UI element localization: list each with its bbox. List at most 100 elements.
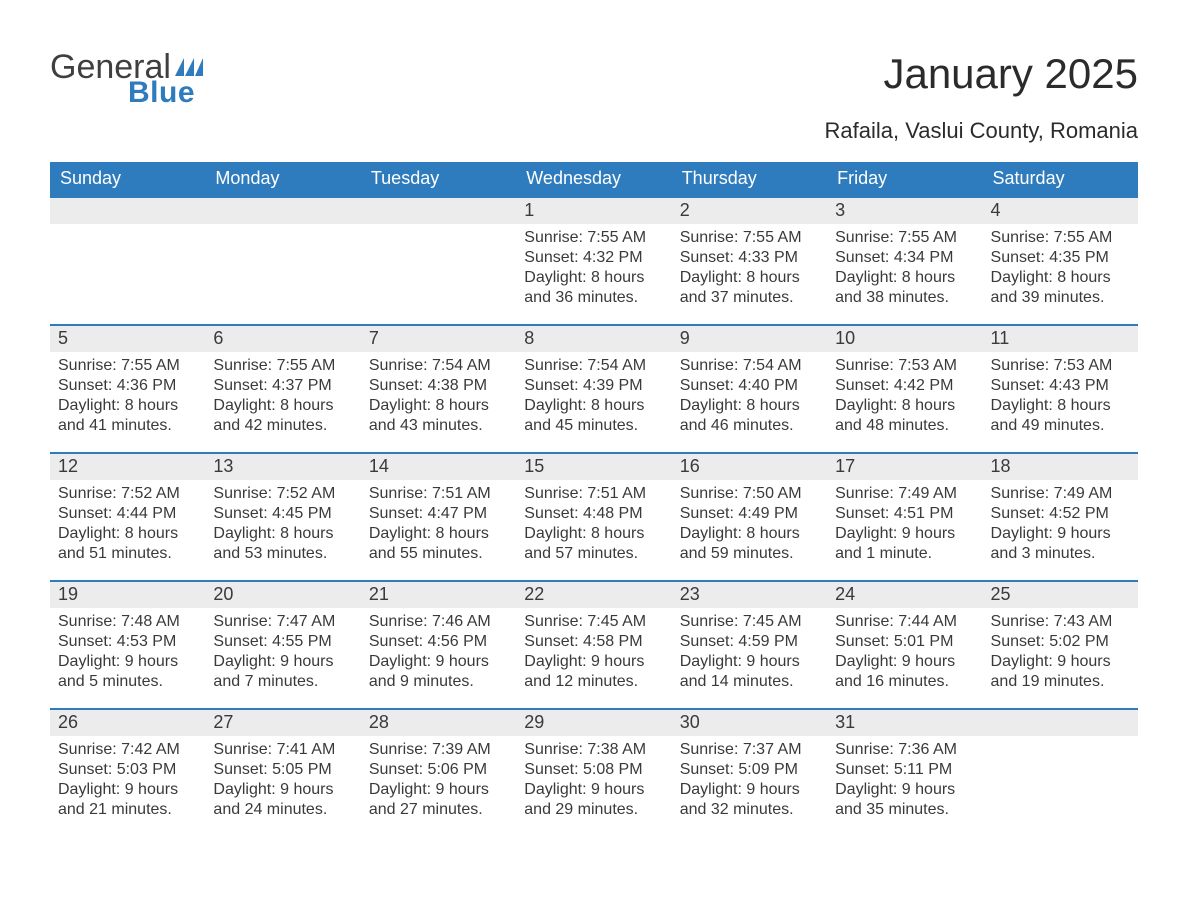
sunrise-text: Sunrise: 7:46 AM [369,612,508,632]
location-subtitle: Rafaila, Vaslui County, Romania [50,118,1138,144]
day-cell: 11Sunrise: 7:53 AMSunset: 4:43 PMDayligh… [983,326,1138,452]
daylight-text: Daylight: 9 hours and 14 minutes. [680,652,819,692]
day-number: 8 [516,326,671,352]
day-cell: 26Sunrise: 7:42 AMSunset: 5:03 PMDayligh… [50,710,205,836]
day-cell: 14Sunrise: 7:51 AMSunset: 4:47 PMDayligh… [361,454,516,580]
day-body: Sunrise: 7:42 AMSunset: 5:03 PMDaylight:… [50,736,205,830]
weeks-container: 1Sunrise: 7:55 AMSunset: 4:32 PMDaylight… [50,196,1138,836]
sunset-text: Sunset: 4:56 PM [369,632,508,652]
day-number: 13 [205,454,360,480]
day-number: 3 [827,198,982,224]
logo-flag-icon [175,58,203,76]
sunset-text: Sunset: 4:34 PM [835,248,974,268]
sunset-text: Sunset: 4:36 PM [58,376,197,396]
week-row: 12Sunrise: 7:52 AMSunset: 4:44 PMDayligh… [50,452,1138,580]
sunrise-text: Sunrise: 7:52 AM [213,484,352,504]
day-body: Sunrise: 7:54 AMSunset: 4:39 PMDaylight:… [516,352,671,446]
day-cell: 6Sunrise: 7:55 AMSunset: 4:37 PMDaylight… [205,326,360,452]
day-cell: 16Sunrise: 7:50 AMSunset: 4:49 PMDayligh… [672,454,827,580]
day-number: 5 [50,326,205,352]
sunrise-text: Sunrise: 7:47 AM [213,612,352,632]
day-number [361,198,516,224]
sunset-text: Sunset: 4:39 PM [524,376,663,396]
daylight-text: Daylight: 9 hours and 19 minutes. [991,652,1130,692]
sunrise-text: Sunrise: 7:39 AM [369,740,508,760]
day-cell: 12Sunrise: 7:52 AMSunset: 4:44 PMDayligh… [50,454,205,580]
day-body: Sunrise: 7:55 AMSunset: 4:35 PMDaylight:… [983,224,1138,318]
day-cell: 1Sunrise: 7:55 AMSunset: 4:32 PMDaylight… [516,198,671,324]
daylight-text: Daylight: 8 hours and 43 minutes. [369,396,508,436]
day-cell [205,198,360,324]
daylight-text: Daylight: 8 hours and 36 minutes. [524,268,663,308]
day-cell: 10Sunrise: 7:53 AMSunset: 4:42 PMDayligh… [827,326,982,452]
daylight-text: Daylight: 9 hours and 21 minutes. [58,780,197,820]
sunrise-text: Sunrise: 7:38 AM [524,740,663,760]
day-number: 11 [983,326,1138,352]
daylight-text: Daylight: 8 hours and 51 minutes. [58,524,197,564]
day-cell: 31Sunrise: 7:36 AMSunset: 5:11 PMDayligh… [827,710,982,836]
day-body: Sunrise: 7:55 AMSunset: 4:37 PMDaylight:… [205,352,360,446]
sunset-text: Sunset: 4:44 PM [58,504,197,524]
day-body: Sunrise: 7:44 AMSunset: 5:01 PMDaylight:… [827,608,982,702]
dow-sunday: Sunday [50,162,205,196]
sunrise-text: Sunrise: 7:55 AM [680,228,819,248]
header: General Blue January 2025 [50,50,1138,108]
day-body: Sunrise: 7:38 AMSunset: 5:08 PMDaylight:… [516,736,671,830]
sunrise-text: Sunrise: 7:48 AM [58,612,197,632]
day-body: Sunrise: 7:41 AMSunset: 5:05 PMDaylight:… [205,736,360,830]
sunrise-text: Sunrise: 7:54 AM [524,356,663,376]
day-body: Sunrise: 7:45 AMSunset: 4:58 PMDaylight:… [516,608,671,702]
day-number [983,710,1138,736]
day-cell: 29Sunrise: 7:38 AMSunset: 5:08 PMDayligh… [516,710,671,836]
daylight-text: Daylight: 8 hours and 37 minutes. [680,268,819,308]
day-body: Sunrise: 7:52 AMSunset: 4:45 PMDaylight:… [205,480,360,574]
sunset-text: Sunset: 4:49 PM [680,504,819,524]
sunrise-text: Sunrise: 7:41 AM [213,740,352,760]
day-cell: 27Sunrise: 7:41 AMSunset: 5:05 PMDayligh… [205,710,360,836]
daylight-text: Daylight: 8 hours and 41 minutes. [58,396,197,436]
sunset-text: Sunset: 4:42 PM [835,376,974,396]
day-body: Sunrise: 7:47 AMSunset: 4:55 PMDaylight:… [205,608,360,702]
daylight-text: Daylight: 9 hours and 35 minutes. [835,780,974,820]
sunrise-text: Sunrise: 7:54 AM [369,356,508,376]
sunset-text: Sunset: 4:35 PM [991,248,1130,268]
sunset-text: Sunset: 4:59 PM [680,632,819,652]
sunset-text: Sunset: 4:48 PM [524,504,663,524]
day-cell: 2Sunrise: 7:55 AMSunset: 4:33 PMDaylight… [672,198,827,324]
day-cell: 23Sunrise: 7:45 AMSunset: 4:59 PMDayligh… [672,582,827,708]
day-body: Sunrise: 7:54 AMSunset: 4:40 PMDaylight:… [672,352,827,446]
daylight-text: Daylight: 8 hours and 42 minutes. [213,396,352,436]
sunset-text: Sunset: 4:40 PM [680,376,819,396]
dow-tuesday: Tuesday [361,162,516,196]
daylight-text: Daylight: 9 hours and 16 minutes. [835,652,974,692]
day-body: Sunrise: 7:55 AMSunset: 4:36 PMDaylight:… [50,352,205,446]
day-cell [361,198,516,324]
sunrise-text: Sunrise: 7:43 AM [991,612,1130,632]
daylight-text: Daylight: 9 hours and 27 minutes. [369,780,508,820]
day-cell: 8Sunrise: 7:54 AMSunset: 4:39 PMDaylight… [516,326,671,452]
daylight-text: Daylight: 8 hours and 48 minutes. [835,396,974,436]
sunrise-text: Sunrise: 7:53 AM [991,356,1130,376]
calendar: Sunday Monday Tuesday Wednesday Thursday… [50,162,1138,836]
daylight-text: Daylight: 8 hours and 38 minutes. [835,268,974,308]
day-number: 18 [983,454,1138,480]
week-row: 5Sunrise: 7:55 AMSunset: 4:36 PMDaylight… [50,324,1138,452]
day-cell: 21Sunrise: 7:46 AMSunset: 4:56 PMDayligh… [361,582,516,708]
day-cell [50,198,205,324]
day-number: 7 [361,326,516,352]
sunrise-text: Sunrise: 7:52 AM [58,484,197,504]
sunrise-text: Sunrise: 7:55 AM [524,228,663,248]
day-body: Sunrise: 7:51 AMSunset: 4:48 PMDaylight:… [516,480,671,574]
daylight-text: Daylight: 9 hours and 9 minutes. [369,652,508,692]
sunset-text: Sunset: 4:53 PM [58,632,197,652]
sunrise-text: Sunrise: 7:54 AM [680,356,819,376]
daylight-text: Daylight: 8 hours and 55 minutes. [369,524,508,564]
days-of-week-header: Sunday Monday Tuesday Wednesday Thursday… [50,162,1138,196]
day-number: 22 [516,582,671,608]
day-cell: 19Sunrise: 7:48 AMSunset: 4:53 PMDayligh… [50,582,205,708]
day-number: 27 [205,710,360,736]
day-body: Sunrise: 7:53 AMSunset: 4:42 PMDaylight:… [827,352,982,446]
day-number [205,198,360,224]
sunset-text: Sunset: 4:58 PM [524,632,663,652]
day-number: 2 [672,198,827,224]
